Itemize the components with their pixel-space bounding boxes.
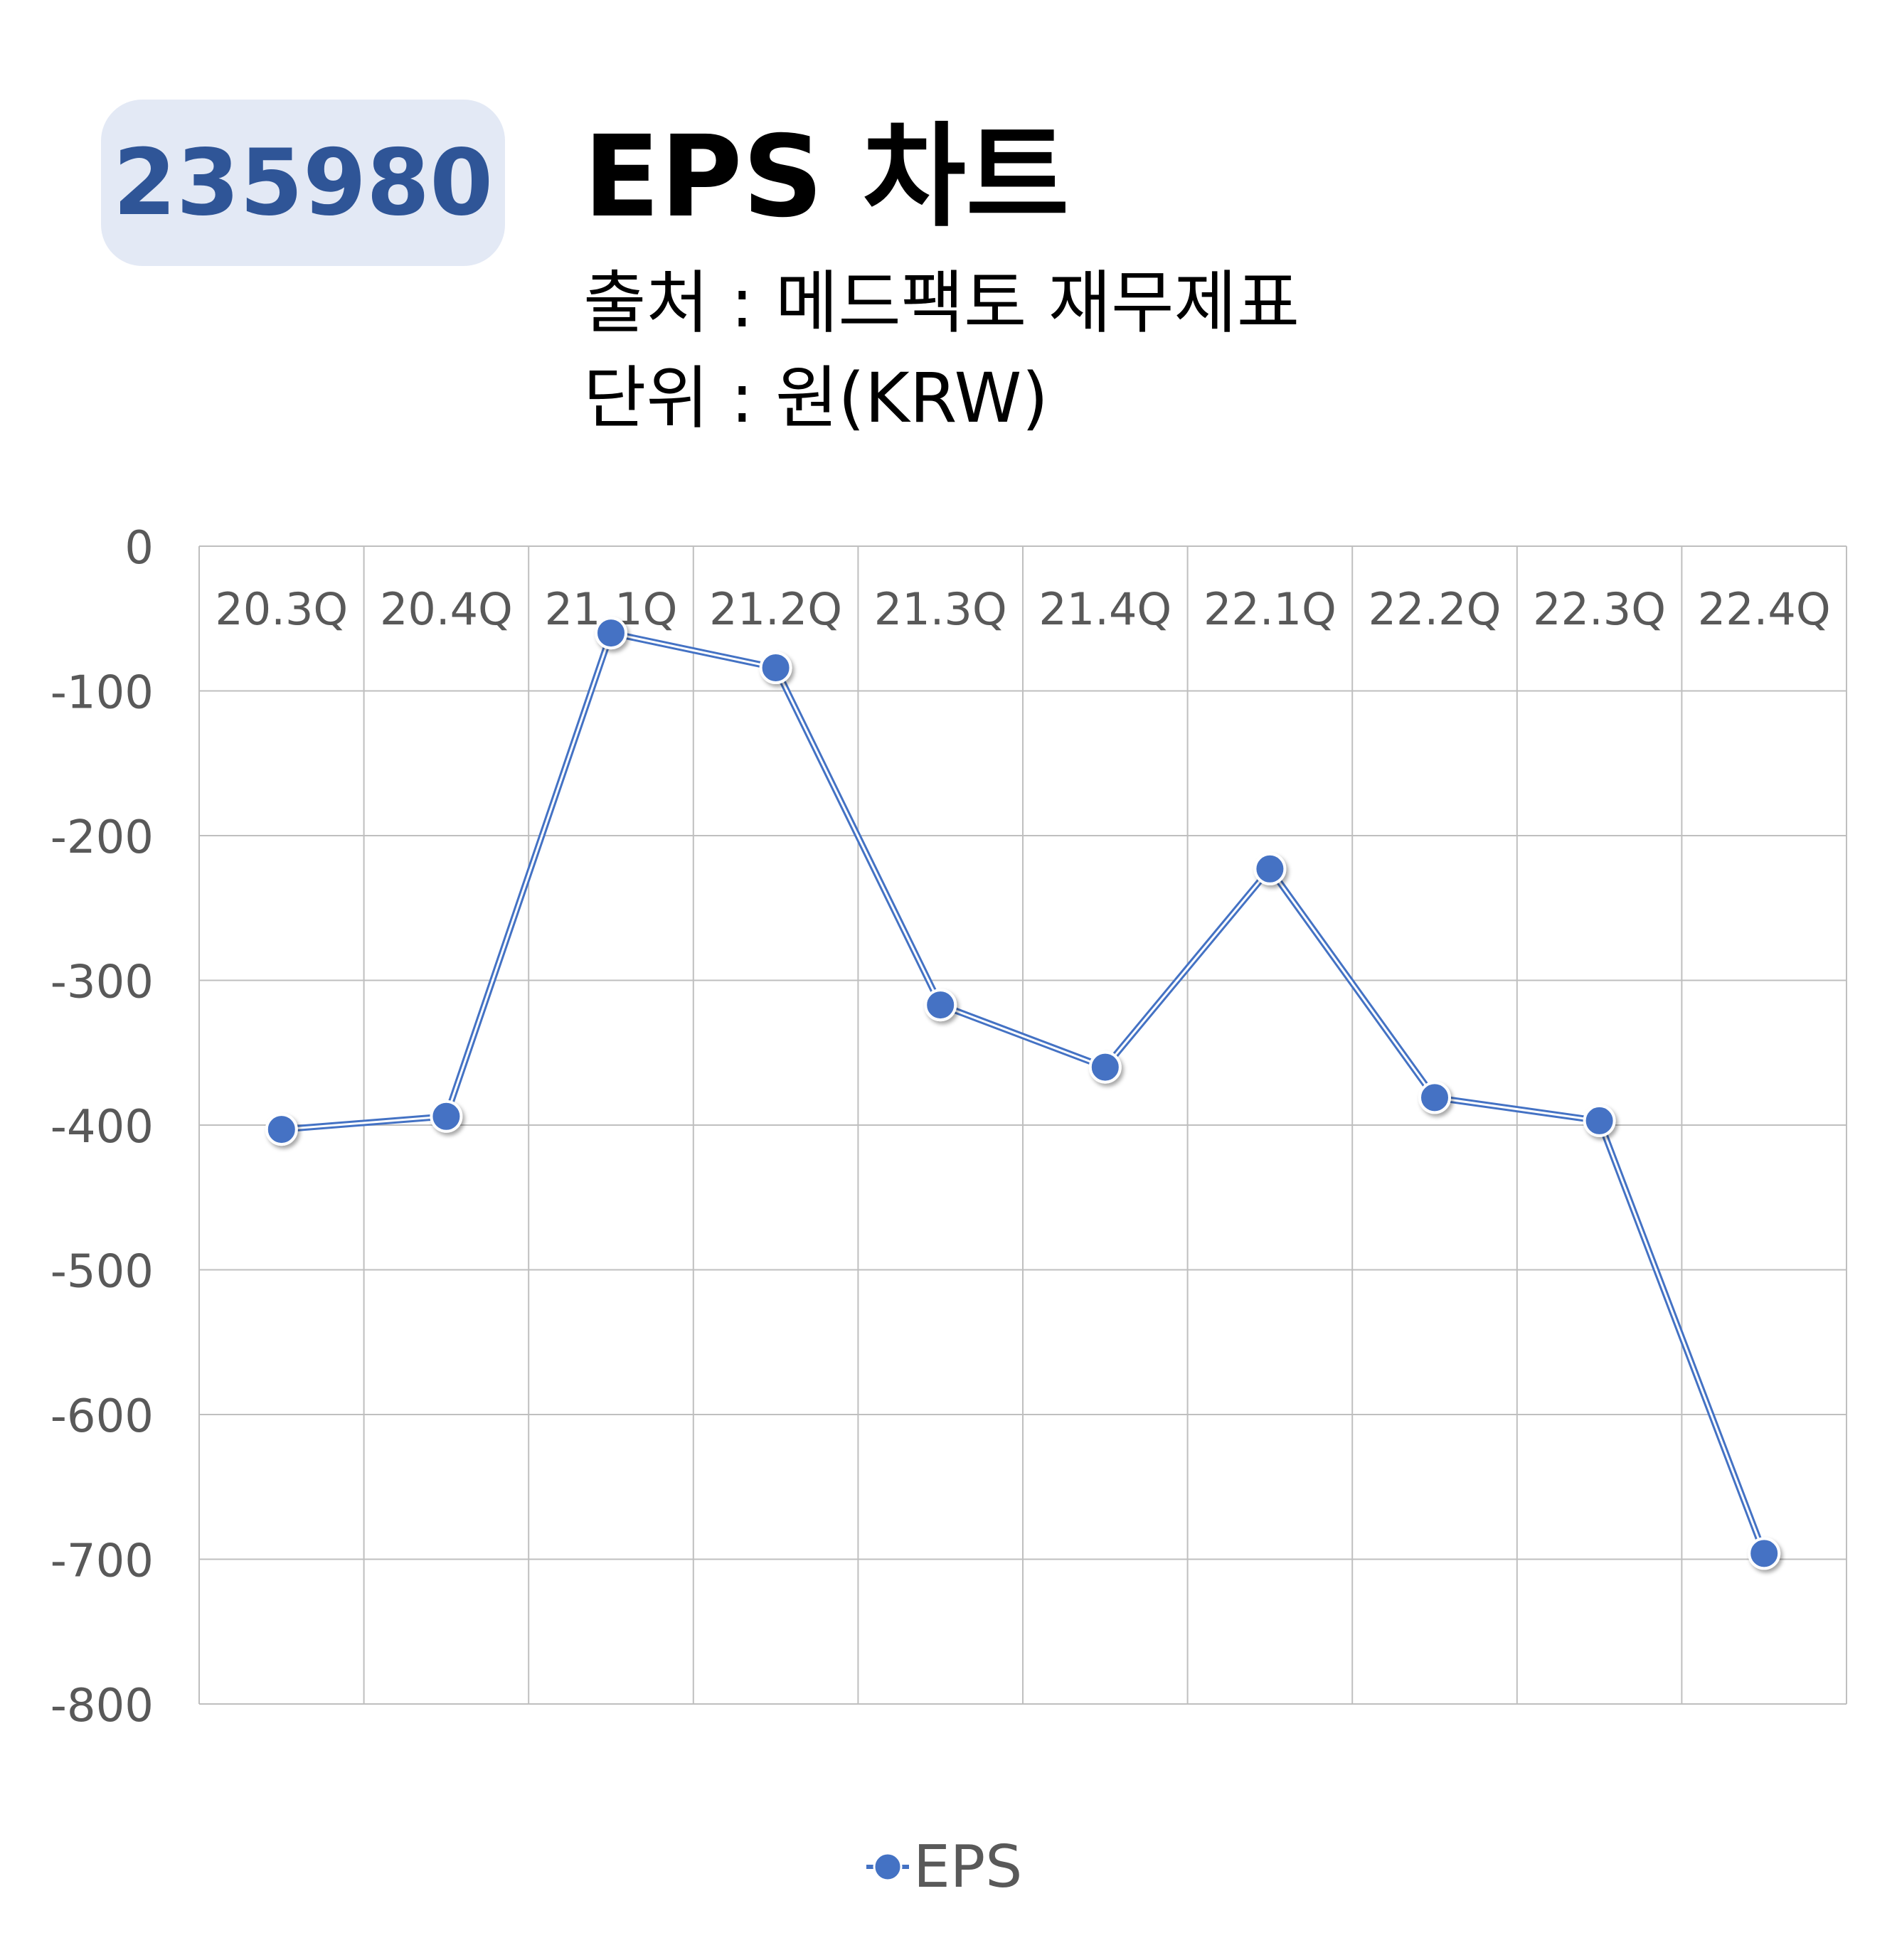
data-point bbox=[265, 1113, 298, 1146]
series-line-layer bbox=[281, 629, 1768, 1555]
data-point bbox=[595, 617, 627, 650]
ticker-code: 235980 bbox=[112, 129, 494, 236]
y-axis-ticks: 0 -100 -200 -300 -400 -500 -600 -700 -800 bbox=[51, 522, 154, 1732]
y-tick-label: -100 bbox=[51, 667, 154, 720]
y-tick-label: -400 bbox=[51, 1101, 154, 1154]
x-tick-label: 22.4Q bbox=[1698, 583, 1831, 635]
data-point bbox=[1748, 1537, 1781, 1570]
data-point bbox=[1088, 1050, 1122, 1084]
legend-label: EPS bbox=[913, 1833, 1022, 1901]
unit-label: 단위 : 원(KRW) bbox=[583, 358, 1048, 438]
x-tick-label: 20.3Q bbox=[215, 583, 348, 635]
y-tick-label: 0 bbox=[124, 522, 154, 575]
x-tick-label: 22.3Q bbox=[1533, 583, 1666, 635]
x-tick-label: 21.4Q bbox=[1038, 583, 1171, 635]
x-tick-label: 21.2Q bbox=[709, 583, 842, 635]
x-tick-label: 22.2Q bbox=[1369, 583, 1502, 635]
y-tick-label: -700 bbox=[51, 1535, 154, 1588]
data-point bbox=[1418, 1081, 1451, 1114]
data-point bbox=[1583, 1104, 1616, 1137]
grid bbox=[198, 545, 1847, 1705]
chart-title: EPS 차트 bbox=[583, 112, 1070, 243]
x-tick-label: 22.1Q bbox=[1203, 583, 1337, 635]
data-point bbox=[1253, 852, 1287, 885]
series-line-inner bbox=[281, 632, 1765, 1554]
x-tick-label: 20.4Q bbox=[380, 583, 513, 635]
data-point bbox=[924, 989, 957, 1022]
series-markers bbox=[265, 617, 1781, 1570]
y-tick-label: -800 bbox=[51, 1680, 154, 1732]
x-axis-ticks: 20.3Q 20.4Q 21.1Q 21.2Q 21.3Q 21.4Q 22.1Q 22.2Q… bbox=[215, 583, 1830, 635]
ticker-badge: 235980 bbox=[101, 100, 505, 266]
source-label: 출처 : 메드팩토 재무제표 bbox=[583, 263, 1300, 343]
y-tick-label: -500 bbox=[51, 1246, 154, 1299]
legend: EPS bbox=[866, 1833, 1022, 1901]
data-point bbox=[430, 1099, 463, 1133]
x-tick-label: 21.3Q bbox=[874, 583, 1007, 635]
legend-marker-swatch bbox=[873, 1852, 903, 1882]
y-tick-label: -600 bbox=[51, 1390, 154, 1443]
data-point bbox=[759, 651, 792, 684]
y-tick-label: -200 bbox=[51, 811, 154, 864]
y-tick-label: -300 bbox=[51, 957, 154, 1009]
